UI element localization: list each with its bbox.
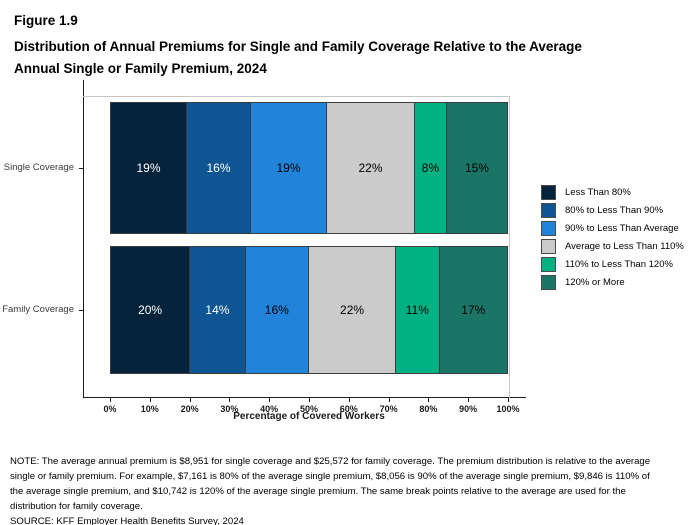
x-axis-tick-label: 60% [339,404,358,414]
note-text-line: NOTE: The average annual premium is $8,9… [10,456,651,467]
legend: Less Than 80% 80% to Less Than 90% 90% to … [541,184,684,290]
segment-value-label: 19% [136,161,161,175]
segment-value-label: 22% [358,161,383,175]
note-text-line: distribution for family coverage. [10,501,143,512]
segment-value-label: 16% [264,303,289,317]
legend-item: 90% to Less Than Average [541,220,684,236]
x-axis-tick [508,398,509,402]
legend-label: 80% to Less Than 90% [565,204,664,216]
legend-item: Less Than 80% [541,184,684,200]
bar-segment: 15% [446,103,507,233]
figure-number: Figure 1.9 [14,13,78,28]
x-axis-tick [189,398,191,402]
legend-swatch [541,274,556,290]
bar-segment: 20% [111,247,191,373]
segment-value-label: 16% [206,161,231,175]
segment-value-label: 19% [276,161,301,175]
y-axis-tick [79,168,83,169]
segment-value-label: 20% [138,303,163,317]
bar-segment: 8% [414,103,447,233]
x-axis-tick-label: 0% [103,404,117,414]
x-axis-tick [110,398,111,402]
y-axis-category-label: Family Coverage [2,304,74,315]
bar-segment: 14% [190,247,246,373]
bar-segment: 17% [439,247,507,373]
x-axis-tick [149,398,151,402]
note-text-line: single or family premium. For example, $… [10,471,650,482]
y-axis-line [83,80,84,397]
x-axis-tick [468,398,470,402]
note-block: NOTE: The average annual premium is $8,9… [10,454,695,525]
segment-value-label: 11% [405,303,429,317]
x-axis-tick [348,398,350,402]
legend-label: 120% or More [565,276,625,288]
x-axis-tick-label: 10% [140,404,159,414]
plot-panel: 19% 16% 19% 22% 8% 15% Single Coverage 20% 14% 16… [2,96,520,414]
legend-swatch [541,238,556,254]
segment-value-label: 15% [464,161,489,175]
x-axis-tick-label: 80% [419,404,438,414]
x-axis-tick-label: 90% [459,404,478,414]
legend-item: Average to Less Than 110% [541,238,684,254]
y-axis-tick [79,310,83,311]
x-axis-title: Percentage of Covered Workers [233,411,385,422]
legend-swatch [541,184,556,200]
legend-item: 110% to Less Than 120% [541,256,684,272]
x-axis-tick [388,398,390,402]
legend-item: 80% to Less Than 90% [541,202,684,218]
x-axis-tick [428,398,430,402]
x-axis-line [83,397,526,398]
note-text-line: the average single premium, and $10,742 … [10,486,626,497]
x-axis-tick-label: 50% [299,404,318,414]
x-axis-tick-label: 30% [220,404,239,414]
x-axis-tick-label: 20% [180,404,199,414]
bar-segment: 19% [250,103,327,233]
legend-swatch [541,256,556,272]
bar-segment: 19% [111,103,187,233]
x-axis-tick-label: 70% [379,404,398,414]
segment-value-label: 22% [340,303,365,317]
bar-segment: 16% [187,103,251,233]
x-axis-tick-label: 40% [260,404,279,414]
x-axis-tick [229,398,231,402]
figure-title-line-2: Annual Single or Family Premium, 2024 [14,61,267,76]
legend-label: Less Than 80% [565,186,631,198]
legend-label: 90% to Less Than Average [565,222,679,234]
source-text: SOURCE: KFF Employer Health Benefits Sur… [10,516,244,525]
bar-single-coverage: 19% 16% 19% 22% 8% 15% [110,102,508,234]
segment-value-label: 17% [461,303,486,317]
segment-value-label: 8% [421,161,440,175]
figure-title: Distribution of Annual Premiums for Sing… [14,36,684,80]
x-axis-tick-label: 100% [496,404,520,414]
figure-title-line-1: Distribution of Annual Premiums for Sing… [14,39,582,54]
legend-label: 110% to Less Than 120% [565,258,673,270]
legend-swatch [541,220,556,236]
legend-swatch [541,202,556,218]
legend-item: 120% or More [541,274,684,290]
segment-value-label: 14% [205,303,230,317]
x-axis-tick [309,398,310,402]
bar-segment: 22% [308,247,397,373]
legend-label: Average to Less Than 110% [565,240,684,252]
bar-segment: 16% [245,247,309,373]
y-axis-category-label: Single Coverage [3,162,74,173]
bar-segment: 11% [396,247,440,373]
bar-family-coverage: 20% 14% 16% 22% 11% 17% [110,246,508,374]
x-axis-tick [269,398,271,402]
bar-segment: 22% [326,103,415,233]
